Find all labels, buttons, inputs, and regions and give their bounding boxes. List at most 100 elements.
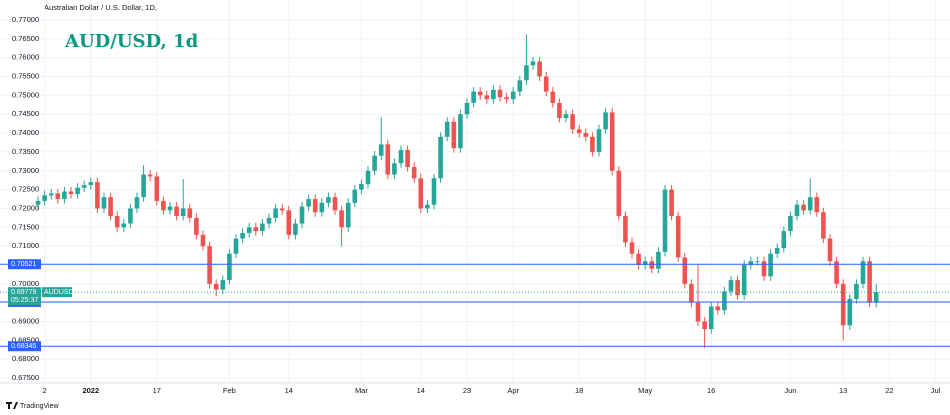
candle-body: [662, 189, 668, 252]
y-tick-label: 0.74500: [12, 109, 39, 118]
watermark: TradingView: [20, 403, 59, 410]
candle-body: [48, 193, 54, 196]
candle-body: [42, 195, 47, 201]
price-label-box: [8, 341, 41, 352]
x-tick-label: 14: [417, 386, 425, 395]
candle-body: [147, 174, 153, 177]
last-price-box: [8, 287, 41, 306]
candle-body: [636, 253, 641, 266]
candle-body: [794, 204, 800, 217]
candle-body: [708, 306, 714, 330]
y-tick-label: 0.75000: [12, 90, 39, 99]
candle-body: [141, 174, 146, 198]
candle-body: [814, 197, 820, 213]
y-tick-label: 0.67500: [12, 373, 39, 382]
candle-body: [213, 283, 219, 290]
candle-body: [623, 216, 628, 243]
candle-body: [629, 242, 635, 254]
candle-body: [656, 251, 661, 269]
candle-body: [75, 187, 80, 195]
candle-body: [755, 261, 760, 263]
countdown: 05:25:37: [11, 297, 38, 304]
candle-body: [807, 197, 813, 211]
candle-body: [821, 212, 826, 239]
chart-title: AUD/USD, 1d: [64, 31, 199, 52]
candle-body: [741, 265, 747, 296]
chart-header: Australian Dollar / U.S. Dollar, 1D,: [44, 3, 157, 12]
x-tick-label: 2: [43, 386, 47, 395]
candle-body: [702, 321, 707, 330]
candle-body: [359, 183, 364, 190]
price-label: 0.68345: [11, 343, 36, 350]
candle-body: [609, 112, 615, 171]
symbol-box: [42, 287, 72, 298]
candle-body: [576, 129, 582, 134]
candle-body: [451, 121, 457, 149]
candle-body: [669, 189, 674, 217]
candle-body: [504, 97, 509, 100]
candle-body: [62, 191, 67, 200]
candle-body: [167, 206, 173, 211]
candle-body: [95, 182, 100, 209]
x-tick-label: May: [638, 386, 652, 395]
candle-body: [121, 223, 127, 228]
candle-body: [161, 200, 166, 211]
candle-body: [180, 208, 186, 217]
candle-body: [273, 208, 278, 218]
candle-body: [187, 208, 193, 218]
candle-body: [260, 223, 265, 232]
candle-body: [735, 280, 740, 296]
candle-body: [35, 200, 41, 205]
candle-body: [491, 89, 496, 100]
candle-body: [207, 246, 212, 284]
y-tick-label: 0.71000: [12, 241, 39, 250]
price-label: 0.70521: [11, 261, 36, 268]
candle-body: [801, 204, 806, 211]
candle-body: [134, 197, 140, 209]
candle-body: [378, 144, 384, 156]
candle-body: [497, 89, 503, 98]
candle-body: [154, 176, 160, 201]
candle-body: [722, 291, 727, 311]
candle-body: [570, 114, 575, 130]
candle-body: [398, 150, 404, 164]
y-tick-label: 0.69000: [12, 317, 39, 326]
candle-body: [603, 112, 608, 130]
candle-body: [372, 155, 377, 171]
candle-body: [194, 217, 199, 235]
candle-body: [365, 170, 371, 184]
candle-body: [524, 65, 529, 81]
candle-body: [788, 216, 793, 232]
candle-body: [728, 280, 734, 292]
logo: [6, 402, 18, 409]
candle-body: [458, 114, 463, 149]
y-tick-label: 0.72500: [12, 185, 39, 194]
candle-body: [339, 210, 344, 228]
candle-body: [583, 133, 589, 137]
y-tick-label: 0.72000: [12, 203, 39, 212]
candle-body: [484, 95, 490, 100]
y-tick-label: 0.73500: [12, 147, 39, 156]
candle-body: [293, 223, 298, 235]
x-tick-label: Jun: [784, 386, 796, 395]
candle-body: [616, 170, 622, 217]
candle-body: [233, 238, 239, 254]
grid: [0, 0, 950, 383]
candle-body: [246, 227, 252, 233]
y-tick-label: 0.68500: [12, 335, 39, 344]
candle-body: [227, 253, 232, 281]
y-tick-label: 0.73000: [12, 166, 39, 175]
candle-body: [596, 129, 602, 152]
candle-body: [682, 257, 688, 284]
candle-body: [392, 163, 397, 175]
candle-body: [88, 182, 94, 186]
candle-body: [326, 197, 331, 203]
candle-body: [108, 197, 113, 217]
x-tick-label: 18: [575, 386, 583, 395]
candle-body: [385, 144, 391, 175]
candle-body: [431, 178, 437, 205]
candle-body: [761, 261, 767, 277]
candle-body: [715, 306, 721, 311]
candle-body: [418, 178, 424, 209]
